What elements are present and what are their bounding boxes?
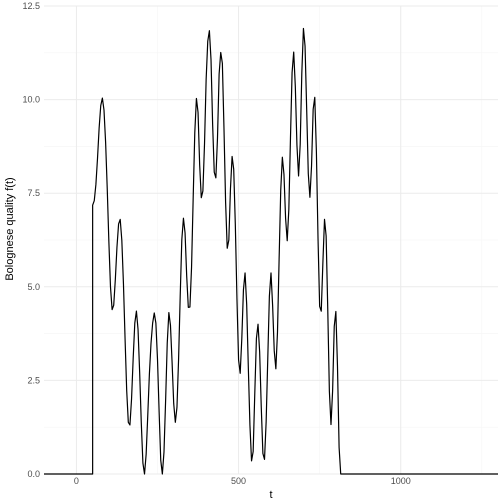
grid: [44, 5, 498, 475]
y-tick-label: 7.5: [27, 188, 40, 198]
x-tick-label: 0: [74, 476, 79, 486]
y-tick-label: 10.0: [22, 95, 40, 105]
x-tick-label: 500: [231, 476, 246, 486]
y-tick-label: 5.0: [27, 282, 40, 292]
y-tick-label: 0.0: [27, 469, 40, 479]
series-layer: [44, 27, 498, 475]
y-tick-label: 12.5: [22, 1, 40, 11]
y-tick-labels: 0.0 2.5 5.0 7.5 10.0 12.5: [22, 1, 40, 479]
x-axis-title: t: [269, 489, 272, 501]
series-line: [44, 27, 498, 475]
y-tick-label: 2.5: [27, 375, 40, 385]
x-tick-label: 1000: [391, 476, 411, 486]
y-axis-title: Bolognese quality f(t): [4, 177, 16, 280]
x-tick-labels: 0 500 1000: [74, 476, 411, 486]
